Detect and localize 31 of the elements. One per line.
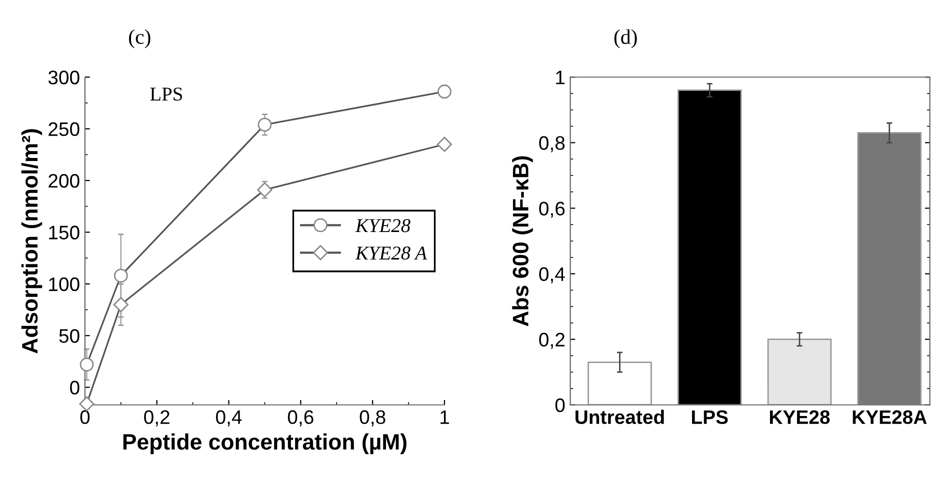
y-tick-label: 0,4 bbox=[539, 267, 565, 284]
annotation: LPS bbox=[150, 88, 182, 101]
x-tick-label: Untreated bbox=[576, 410, 664, 424]
x-tick-label: 0,8 bbox=[360, 410, 386, 426]
x-axis-title: Peptide concentration (µM) bbox=[123, 433, 406, 454]
x-tick-label: KYE28 bbox=[770, 410, 830, 424]
y-axis-title: Adsorption (nmol/m²) bbox=[21, 129, 42, 354]
legend-label: KYE28 A bbox=[355, 246, 428, 260]
x-tick-label: 0,2 bbox=[144, 410, 170, 426]
y-axis-title: Abs 600 (NF-κB) bbox=[512, 156, 533, 326]
y-tick-label: 100 bbox=[49, 277, 80, 292]
x-tick-label: LPS bbox=[692, 410, 728, 424]
chart-title: (c) bbox=[129, 29, 150, 48]
legend-label: KYE28 bbox=[355, 219, 410, 232]
y-tick-label: 1 bbox=[556, 70, 565, 84]
y-tick-label: 300 bbox=[48, 70, 80, 84]
x-tick-label: 0,4 bbox=[216, 410, 242, 426]
x-tick-label: 0,6 bbox=[288, 410, 314, 426]
chart-title: (d) bbox=[614, 29, 637, 48]
y-tick-label: 0,2 bbox=[539, 332, 564, 349]
y-tick-label: 0 bbox=[555, 398, 565, 412]
y-tick-label: 50 bbox=[59, 329, 80, 343]
y-tick-label: 0,6 bbox=[539, 202, 565, 218]
x-tick-label: 1 bbox=[440, 410, 449, 424]
y-tick-label: 200 bbox=[48, 174, 80, 188]
y-tick-label: 0 bbox=[70, 380, 80, 395]
x-tick-label: KYE28A bbox=[852, 410, 927, 424]
y-tick-label: 150 bbox=[49, 226, 80, 240]
x-tick-label: 0 bbox=[80, 410, 90, 424]
y-tick-label: 250 bbox=[48, 122, 80, 136]
y-tick-label: 0,8 bbox=[539, 136, 565, 152]
